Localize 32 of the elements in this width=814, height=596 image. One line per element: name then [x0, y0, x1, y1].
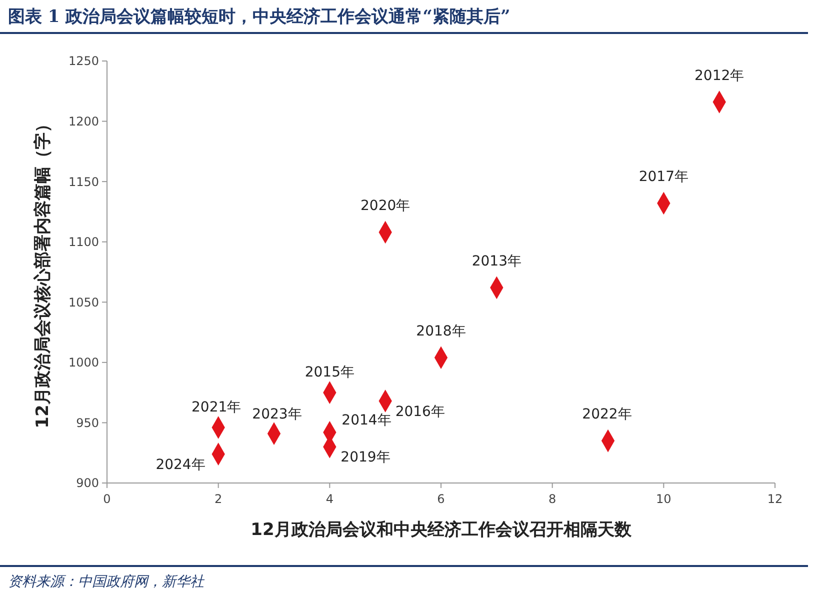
annotation: 2020年: [360, 198, 410, 214]
y-tick-label: 900: [76, 476, 99, 490]
annotation: 2015年: [304, 364, 354, 380]
text: 资料来源：中国政府网，新华社: [8, 574, 205, 590]
annotation: 2014年: [342, 412, 392, 428]
x-tick-label: 2: [214, 492, 222, 506]
y-tick-label: 1150: [68, 174, 99, 189]
annotation: 2012年: [694, 68, 744, 84]
chart-title: 图表 1 政治局会议篇幅较短时，中央经济工作会议通常“紧随其后”: [8, 7, 510, 27]
x-tick-label: 6: [437, 492, 445, 506]
annotation: 2018年: [416, 324, 466, 340]
annotation: 2022年: [582, 406, 632, 423]
x-axis-title: 12月政治局会议和中央经济工作会议召开相隔天数: [250, 520, 632, 540]
x-tick-label: 12: [767, 492, 783, 506]
y-tick-label: 1200: [68, 114, 99, 128]
x-tick-label: 0: [103, 492, 111, 506]
x-tick-label: 8: [548, 492, 556, 506]
y-tick-label: 950: [76, 416, 99, 430]
y-tick-label: 1000: [68, 356, 99, 370]
y-tick-label: 1100: [68, 235, 99, 250]
annotation: 2016年: [395, 404, 445, 420]
annotation: 2019年: [340, 450, 390, 466]
y-axis-title: 12月政治局会议核心部署内容篇幅（字）: [33, 116, 53, 428]
y-tick-label: 1250: [68, 54, 99, 68]
annotation: 2017年: [638, 169, 688, 186]
annotation: 2013年: [472, 254, 522, 270]
x-tick-label: 10: [656, 492, 672, 506]
annotation: 2021年: [192, 399, 242, 416]
x-tick-label: 4: [326, 492, 334, 506]
y-tick-label: 1050: [68, 295, 99, 310]
annotation: 2023年: [252, 406, 302, 422]
annotation: 2024年: [156, 456, 206, 473]
